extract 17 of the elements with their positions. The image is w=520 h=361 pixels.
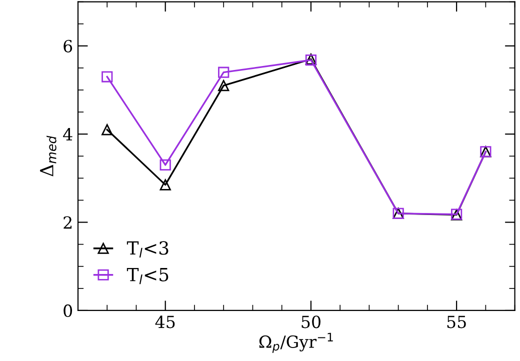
legend-label: T$_{l}$<3 (126, 241, 168, 258)
y-tick-label: 2 (64, 216, 72, 229)
point (218, 66, 230, 78)
y-tick-label: 6 (64, 40, 72, 52)
x-tick-label: 55 (447, 316, 466, 328)
point (218, 80, 230, 92)
y-tick-label: 0 (64, 304, 72, 318)
x-tick-label: 50 (302, 316, 320, 328)
x-axis-title: Ω$_{p}$/Gyr$^{−1}$ (259, 332, 333, 353)
y-axis-title: Δ$_{med}$ (40, 136, 56, 176)
point (160, 159, 171, 171)
point (102, 124, 113, 136)
legend-label: T$_{l}$<5 (126, 268, 168, 284)
point (160, 179, 171, 190)
y-tick-label: 4 (63, 128, 72, 140)
point (102, 71, 113, 82)
x-tick-label: 45 (155, 316, 175, 328)
